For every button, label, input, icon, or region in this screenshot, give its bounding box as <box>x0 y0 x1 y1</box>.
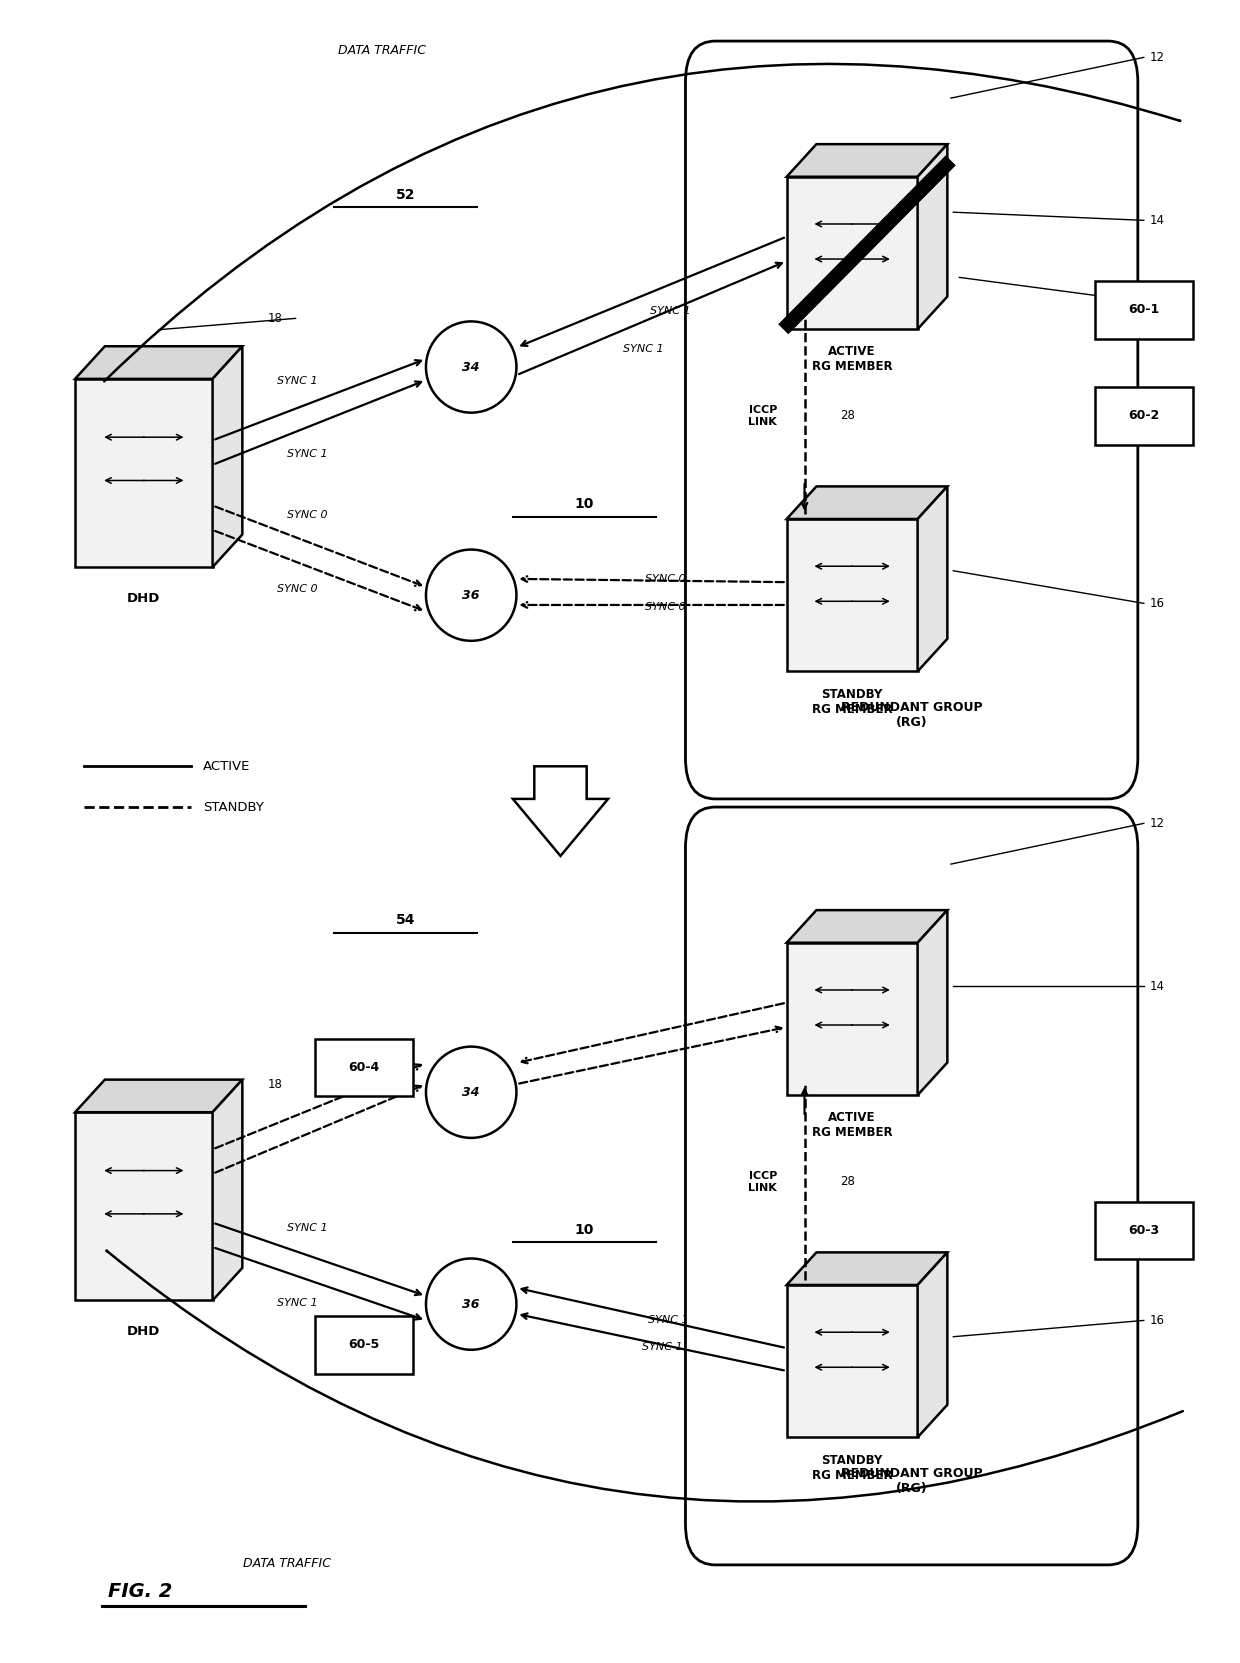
Text: 18: 18 <box>268 1078 283 1091</box>
Ellipse shape <box>427 1046 516 1137</box>
Text: DHD: DHD <box>128 1325 160 1339</box>
Text: 14: 14 <box>1149 980 1164 993</box>
Text: 34: 34 <box>463 1086 480 1099</box>
Text: STANDBY: STANDBY <box>203 800 264 813</box>
Text: REDUNDANT GROUP
(RG): REDUNDANT GROUP (RG) <box>841 700 982 728</box>
Polygon shape <box>786 145 947 176</box>
Text: 60-2: 60-2 <box>1128 409 1159 422</box>
Polygon shape <box>786 486 947 519</box>
Text: 16: 16 <box>1149 1314 1164 1327</box>
Text: 10: 10 <box>574 1222 594 1237</box>
FancyArrowPatch shape <box>104 63 1180 381</box>
Polygon shape <box>786 1285 918 1437</box>
Text: 36: 36 <box>463 1297 480 1310</box>
Text: SYNC 0: SYNC 0 <box>286 509 327 519</box>
FancyBboxPatch shape <box>686 42 1138 798</box>
Text: DATA TRAFFIC: DATA TRAFFIC <box>243 1557 331 1570</box>
Text: 60-5: 60-5 <box>348 1339 379 1352</box>
Text: 34: 34 <box>463 361 480 374</box>
Polygon shape <box>76 379 212 567</box>
Text: SYNC 1: SYNC 1 <box>647 1314 688 1324</box>
Text: SYNC 1: SYNC 1 <box>641 1342 682 1352</box>
Polygon shape <box>918 486 947 672</box>
Polygon shape <box>786 176 918 329</box>
Text: 60-3: 60-3 <box>1128 1224 1159 1237</box>
Polygon shape <box>918 145 947 329</box>
Text: ICCP
LINK: ICCP LINK <box>749 406 777 427</box>
Text: 36: 36 <box>463 589 480 602</box>
Text: SYNC 1: SYNC 1 <box>624 344 663 354</box>
FancyBboxPatch shape <box>1095 387 1193 444</box>
Polygon shape <box>786 943 918 1096</box>
Text: DATA TRAFFIC: DATA TRAFFIC <box>339 45 425 58</box>
FancyBboxPatch shape <box>1095 1202 1193 1259</box>
Polygon shape <box>76 346 242 379</box>
Text: 60-1: 60-1 <box>1128 303 1159 316</box>
FancyBboxPatch shape <box>686 807 1138 1565</box>
Polygon shape <box>76 1079 242 1113</box>
Text: 50: 50 <box>1149 296 1164 308</box>
Text: STANDBY
RG MEMBER: STANDBY RG MEMBER <box>812 1453 893 1482</box>
FancyBboxPatch shape <box>315 1315 413 1374</box>
Text: 60-4: 60-4 <box>348 1061 379 1074</box>
Text: SYNC 0: SYNC 0 <box>645 574 686 584</box>
Text: 12: 12 <box>1149 817 1164 830</box>
Text: SYNC 1: SYNC 1 <box>286 1224 327 1234</box>
Polygon shape <box>786 1252 947 1285</box>
Text: SYNC 1: SYNC 1 <box>288 449 327 459</box>
Polygon shape <box>918 1252 947 1437</box>
Text: SYNC 1: SYNC 1 <box>278 1299 317 1309</box>
Polygon shape <box>212 346 242 567</box>
Text: 52: 52 <box>396 188 415 201</box>
Polygon shape <box>212 1079 242 1300</box>
Text: SYNC 1: SYNC 1 <box>650 306 691 316</box>
Text: 28: 28 <box>841 1176 856 1189</box>
Text: 18: 18 <box>268 311 283 324</box>
Polygon shape <box>786 910 947 943</box>
FancyBboxPatch shape <box>1095 281 1193 339</box>
Text: ACTIVE
RG MEMBER: ACTIVE RG MEMBER <box>812 1111 893 1139</box>
Text: 12: 12 <box>1149 52 1164 63</box>
Text: ACTIVE: ACTIVE <box>203 760 250 773</box>
Text: STANDBY
RG MEMBER: STANDBY RG MEMBER <box>812 688 893 715</box>
Text: 16: 16 <box>1149 597 1164 610</box>
Ellipse shape <box>427 1259 516 1350</box>
Ellipse shape <box>427 321 516 412</box>
Text: DHD: DHD <box>128 592 160 605</box>
Text: SYNC 0: SYNC 0 <box>645 602 686 612</box>
Polygon shape <box>786 519 918 672</box>
Polygon shape <box>918 910 947 1096</box>
Text: SYNC 1: SYNC 1 <box>277 376 317 386</box>
Polygon shape <box>513 767 608 856</box>
Text: ICCP
LINK: ICCP LINK <box>749 1171 777 1192</box>
Text: 14: 14 <box>1149 215 1164 226</box>
Polygon shape <box>76 1113 212 1300</box>
Text: 10: 10 <box>574 497 594 512</box>
Text: 54: 54 <box>396 913 415 926</box>
Text: REDUNDANT GROUP
(RG): REDUNDANT GROUP (RG) <box>841 1467 982 1495</box>
FancyArrowPatch shape <box>107 1251 1183 1502</box>
Text: ACTIVE
RG MEMBER: ACTIVE RG MEMBER <box>812 346 893 374</box>
Text: 28: 28 <box>841 409 856 422</box>
FancyBboxPatch shape <box>315 1039 413 1096</box>
Text: FIG. 2: FIG. 2 <box>108 1582 172 1601</box>
Ellipse shape <box>427 549 516 640</box>
Text: SYNC 0: SYNC 0 <box>277 584 317 594</box>
